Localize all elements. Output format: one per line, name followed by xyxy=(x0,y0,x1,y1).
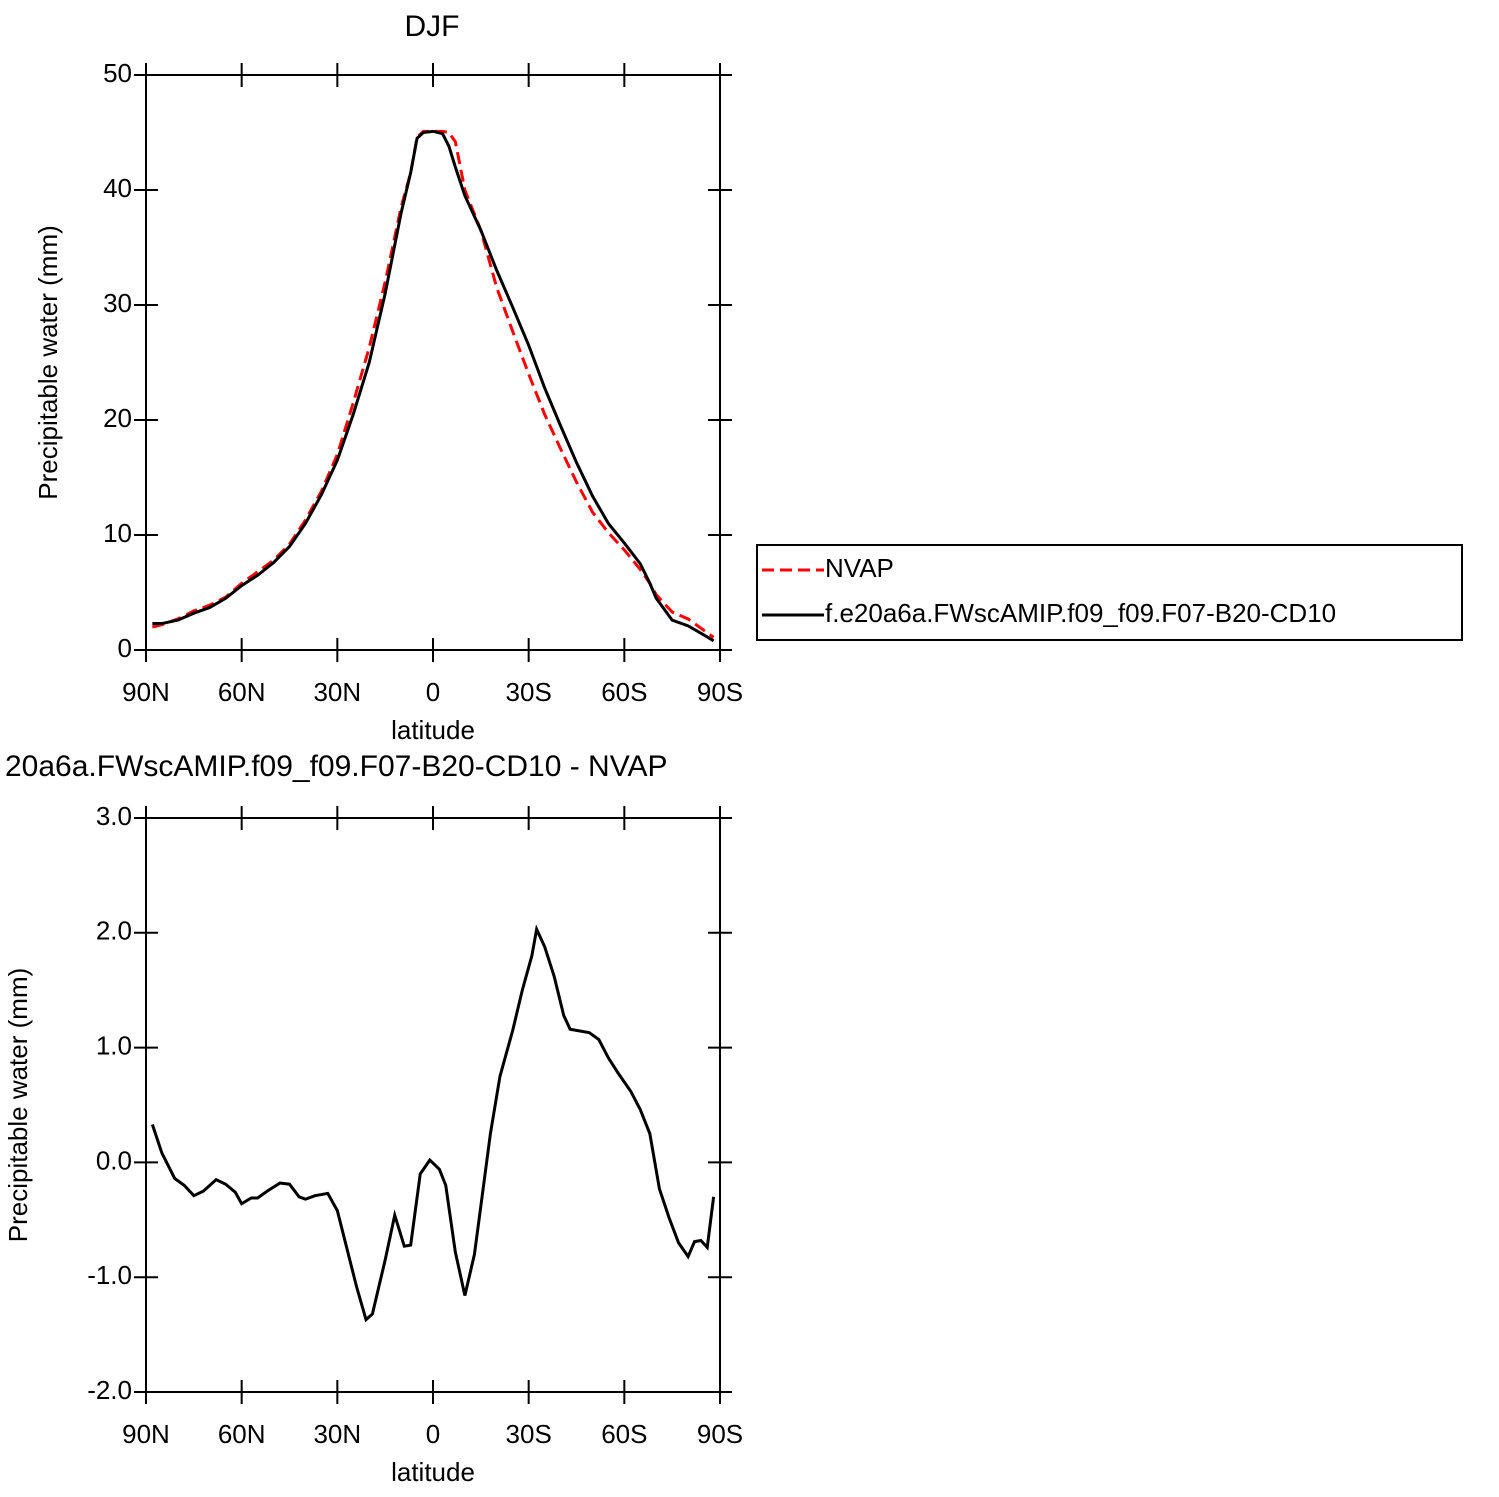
x-tick-label: 60S xyxy=(601,1419,647,1449)
x-axis-label: latitude xyxy=(391,1457,475,1487)
x-tick-label: 60S xyxy=(601,677,647,707)
x-tick-label: 30S xyxy=(506,677,552,707)
y-tick-label: 0 xyxy=(118,633,132,663)
data-line xyxy=(150,924,716,1323)
x-tick-label: 90S xyxy=(697,677,743,707)
y-tick-label: -1.0 xyxy=(87,1260,132,1290)
plot-frame xyxy=(145,817,721,1393)
chart-title: DJF xyxy=(405,10,460,43)
x-tick-label: 30N xyxy=(313,1419,361,1449)
data-line xyxy=(152,129,715,639)
legend-label: f.e20a6a.FWscAMIP.f09_f09.F07-B20-CD10 xyxy=(825,598,1336,628)
y-axis-label: Precipitable water (mm) xyxy=(33,225,63,500)
y-tick-label: 20 xyxy=(103,403,132,433)
x-tick-label: 0 xyxy=(426,1419,440,1449)
x-tick-label: 60N xyxy=(218,677,266,707)
x-tick-label: 90S xyxy=(697,1419,743,1449)
data-line xyxy=(152,129,715,643)
x-tick-label: 90N xyxy=(122,677,170,707)
y-tick-label: 10 xyxy=(103,518,132,548)
x-tick-label: 30N xyxy=(313,677,361,707)
y-tick-label: 30 xyxy=(103,288,132,318)
y-tick-label: 2.0 xyxy=(96,916,132,946)
y-tick-label: 3.0 xyxy=(96,801,132,831)
x-axis-label: latitude xyxy=(391,715,475,745)
x-tick-label: 90N xyxy=(122,1419,170,1449)
chart-title: 20a6a.FWscAMIP.f09_f09.F07-B20-CD10 - NV… xyxy=(5,750,668,783)
y-tick-label: 50 xyxy=(103,58,132,88)
y-tick-label: 40 xyxy=(103,173,132,203)
y-tick-label: 0.0 xyxy=(96,1145,132,1175)
y-tick-label: -2.0 xyxy=(87,1375,132,1405)
x-tick-label: 60N xyxy=(218,1419,266,1449)
y-tick-label: 1.0 xyxy=(96,1030,132,1060)
legend-label: NVAP xyxy=(825,553,894,583)
y-axis-label: Precipitable water (mm) xyxy=(3,968,33,1243)
x-tick-label: 30S xyxy=(506,1419,552,1449)
x-tick-label: 0 xyxy=(426,677,440,707)
legend-box xyxy=(756,544,1463,641)
